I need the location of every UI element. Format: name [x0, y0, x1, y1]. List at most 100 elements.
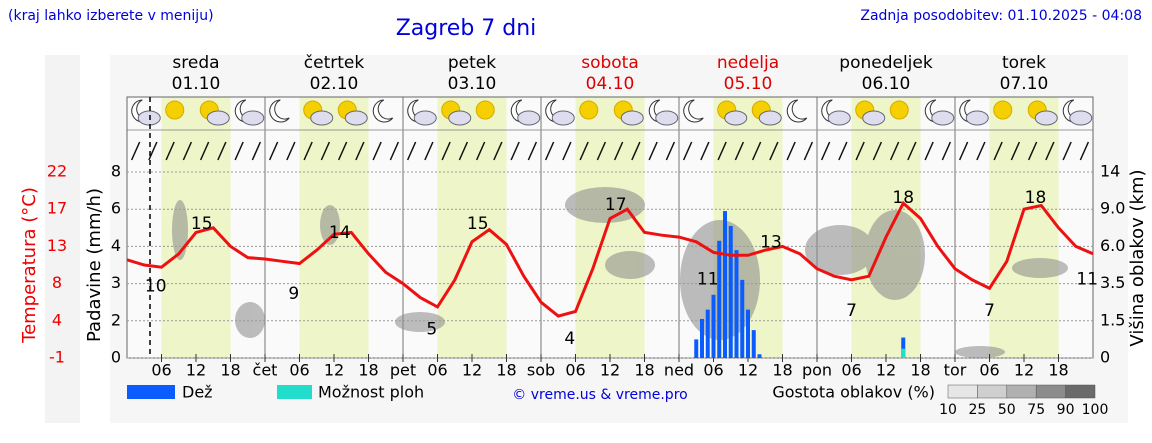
moon-icon [269, 99, 290, 123]
cloud-icon [724, 110, 748, 126]
cloud-legend-label: 25 [968, 402, 986, 418]
temp-label: 10 [145, 277, 167, 297]
temp-tick-label: 17 [47, 199, 67, 218]
wind-barb [286, 141, 296, 161]
wind-barb [631, 141, 641, 161]
wind-barb [527, 141, 538, 161]
cloud-blob [955, 346, 1005, 358]
wind-barb [613, 141, 624, 161]
title: Zagreb 7 dni [396, 16, 537, 41]
cloud-tick-label: 9.0 [1100, 199, 1125, 218]
x-tick-label: 12 [738, 361, 758, 380]
day-date: 05.10 [724, 74, 773, 94]
precip-bar [734, 250, 739, 358]
cloud-blob [1012, 258, 1068, 278]
cloud-legend-box [1065, 384, 1096, 399]
wind-barb [337, 141, 348, 161]
x-tick-label: 06 [703, 361, 723, 380]
wind-barb [217, 141, 227, 161]
precip-tick-label: 6 [111, 199, 121, 218]
temp-axis-title: Temperatura (°C) [19, 187, 40, 344]
updated: Zadnja posodobitev: 01.10.2025 - 04:08 [860, 8, 1142, 24]
precip-bar [711, 294, 716, 358]
wind-barb [1079, 141, 1090, 161]
moon-icon [786, 99, 808, 123]
precip-tick-label: 4 [111, 236, 121, 255]
wind-barb [717, 141, 727, 161]
cloud-tick-label: 3.5 [1100, 273, 1125, 292]
legend-rain: Dež [182, 383, 213, 402]
precip-bar [757, 354, 762, 358]
cloud-legend-box [977, 384, 1008, 399]
precip-bar [901, 337, 906, 358]
wind-barb [872, 141, 883, 161]
cloud-icon [206, 110, 230, 126]
day-name: četrtek [304, 53, 365, 73]
cloud-legend-label: 50 [998, 402, 1016, 418]
wind-barb [941, 141, 952, 161]
x-tick-label: 06 [289, 361, 309, 380]
wind-barb [993, 141, 1003, 161]
precip-tick-label: 0 [111, 348, 121, 367]
temp-label: 4 [564, 329, 575, 349]
wind-barb [1010, 141, 1021, 161]
cloud-blob [605, 251, 655, 279]
day-date: 01.10 [172, 74, 221, 94]
sun-icon [889, 100, 909, 120]
day-date: 07.10 [1000, 74, 1049, 94]
x-tick-label: sob [527, 361, 555, 380]
temp-tick-label: -1 [49, 348, 65, 367]
credit: © vreme.us & vreme.pro [512, 387, 687, 403]
cloud-icon [827, 110, 851, 126]
sun-icon [475, 100, 495, 120]
wind-barb [838, 141, 848, 161]
x-tick-label: 18 [358, 361, 378, 380]
wind-barb [268, 141, 279, 161]
temp-label: 18 [892, 188, 914, 208]
x-tick-label: 12 [600, 361, 620, 380]
cloud-icon [931, 110, 955, 126]
precip-bar [705, 309, 710, 358]
wind-barb [855, 141, 865, 161]
wind-barb [389, 141, 400, 161]
cloud-blob [235, 302, 265, 338]
wind-barb [665, 141, 676, 161]
temp-label: 18 [1025, 188, 1047, 208]
cloud-icon [655, 110, 679, 126]
wind-barb [372, 141, 382, 161]
x-tick-label: 12 [186, 361, 206, 380]
wind-barb [544, 141, 555, 161]
temp-label: 15 [191, 214, 213, 234]
wind-barb [165, 141, 175, 161]
sun-icon [165, 100, 185, 120]
cloud-icon [448, 110, 472, 126]
cloud-icon [517, 110, 541, 126]
precip-tick-label: 8 [111, 162, 121, 181]
wind-barb [803, 141, 814, 161]
cloud-legend-label: 90 [1057, 402, 1075, 418]
x-tick-label: pon [802, 361, 832, 380]
wind-barb [1062, 141, 1072, 161]
cloud-icon [1069, 110, 1093, 126]
wind-barb [820, 141, 831, 161]
precip-bar [746, 309, 750, 358]
wind-barb [700, 141, 710, 161]
wind-barb [355, 141, 365, 161]
temp-label: 17 [605, 195, 627, 215]
day-date: 03.10 [448, 74, 497, 94]
legend-showers: Možnost ploh [318, 383, 424, 402]
wind-barb [475, 141, 486, 161]
temp-tick-label: 8 [52, 273, 62, 292]
wind-barb [562, 141, 572, 161]
day-date: 06.10 [862, 74, 911, 94]
x-tick-label: tor [944, 361, 967, 380]
x-tick-label: ned [664, 361, 694, 380]
cloud-icon [344, 110, 368, 126]
day-name: nedelja [717, 53, 779, 73]
precip-bar [717, 240, 722, 358]
cloud-icon [310, 110, 334, 126]
temperature-line [126, 200, 1094, 318]
day-name: torek [1002, 53, 1046, 73]
x-tick-label: pet [390, 361, 416, 380]
precip-bar [728, 225, 733, 358]
